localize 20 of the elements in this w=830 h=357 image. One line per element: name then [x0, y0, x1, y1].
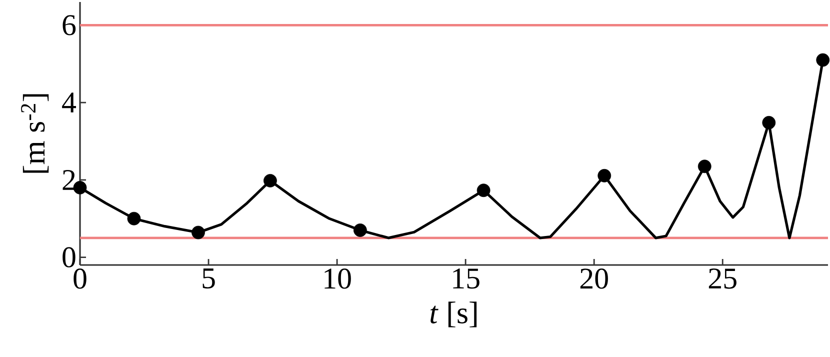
point — [264, 174, 277, 188]
point — [127, 212, 141, 226]
x-tick-label: 15 — [453, 268, 480, 289]
x-tick-label: 10 — [324, 268, 351, 289]
point — [762, 116, 776, 130]
point — [73, 180, 87, 194]
x-tick-label: 5 — [202, 268, 215, 288]
point — [192, 226, 205, 240]
y-tick-label: 4 — [62, 92, 76, 112]
x-axis-title: t [s] — [430, 302, 477, 328]
point — [353, 223, 367, 237]
y-tick-label: 2 — [62, 170, 75, 190]
point — [598, 168, 612, 182]
x-tick-label: 25 — [708, 268, 736, 289]
point — [476, 184, 490, 198]
y-axis-title: [m s$^{-2}$] — [21, 94, 49, 173]
x-tick-label: 20 — [580, 268, 608, 289]
y-tick-label: 6 — [62, 15, 76, 36]
point — [698, 160, 712, 174]
y-tick-label: 0 — [62, 247, 76, 268]
